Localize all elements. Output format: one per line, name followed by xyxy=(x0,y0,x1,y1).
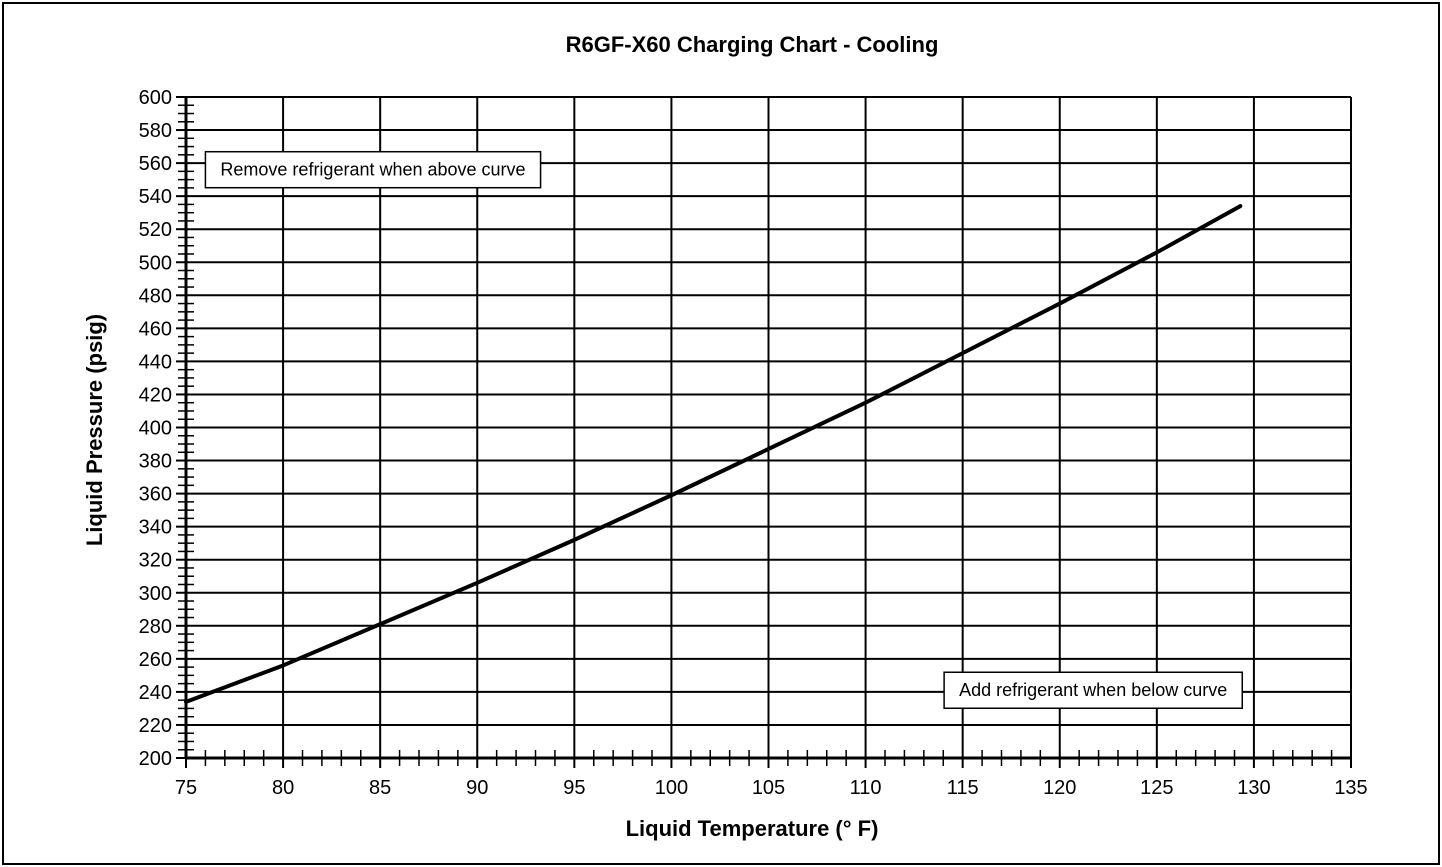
annotation-box: Remove refrigerant when above curve xyxy=(204,150,542,189)
grid xyxy=(185,96,1352,759)
x-tick-label: 80 xyxy=(272,777,294,799)
axes xyxy=(184,97,1351,760)
annotation-text: Add refrigerant when below curve xyxy=(959,680,1227,700)
x-tick-label: 90 xyxy=(466,777,488,799)
y-tick-label: 360 xyxy=(139,484,172,506)
series-line xyxy=(184,204,1243,704)
y-tick-label: 280 xyxy=(139,616,172,638)
y-tick-label: 580 xyxy=(139,120,172,142)
y-tick-label: 220 xyxy=(139,715,172,737)
series xyxy=(184,204,1243,704)
y-tick-label: 600 xyxy=(139,87,172,109)
annotation-text: Remove refrigerant when above curve xyxy=(220,160,525,180)
annotation-border xyxy=(943,671,1244,709)
y-tick-label: 420 xyxy=(139,384,172,406)
tick-labels: 75 80 85 90 95 100 105 110 115 120 125 130 135 200 220… xyxy=(139,87,1368,799)
y-tick-label: 200 xyxy=(139,748,172,770)
y-axis-title: Liquid Pressure (psig) xyxy=(82,314,107,546)
y-tick-label: 480 xyxy=(139,285,172,307)
x-tick-label: 100 xyxy=(655,777,688,799)
x-tick-label: 135 xyxy=(1334,777,1367,799)
annotations: Remove refrigerant when above curve Add r… xyxy=(204,150,1244,709)
y-tick-label: 440 xyxy=(139,351,172,373)
y-tick-label: 260 xyxy=(139,649,172,671)
x-tick-label: 95 xyxy=(563,777,585,799)
y-tick-label: 320 xyxy=(139,550,172,572)
y-tick-label: 380 xyxy=(139,451,172,473)
y-tick-label: 240 xyxy=(139,682,172,704)
minor-ticks xyxy=(176,96,1352,768)
y-tick-label: 500 xyxy=(139,252,172,274)
annotation-border xyxy=(204,150,542,189)
y-tick-label: 520 xyxy=(139,219,172,241)
annotation-box: Add refrigerant when below curve xyxy=(943,671,1244,709)
x-tick-label: 110 xyxy=(850,777,882,799)
chart-title: R6GF-X60 Charging Chart - Cooling xyxy=(566,32,939,57)
y-tick-label: 560 xyxy=(139,153,172,175)
x-tick-label: 115 xyxy=(947,777,979,799)
y-tick-label: 300 xyxy=(139,583,172,605)
x-tick-label: 125 xyxy=(1140,777,1173,799)
x-tick-label: 105 xyxy=(752,777,785,799)
y-tick-label: 400 xyxy=(139,418,172,440)
y-tick-label: 460 xyxy=(139,318,172,340)
y-tick-label: 540 xyxy=(139,186,172,208)
x-axis-title: Liquid Temperature (° F) xyxy=(626,816,879,841)
y-tick-label: 340 xyxy=(139,517,172,539)
x-tick-label: 120 xyxy=(1043,777,1076,799)
x-tick-label: 75 xyxy=(175,777,197,799)
x-tick-label: 85 xyxy=(369,777,391,799)
x-tick-label: 130 xyxy=(1237,777,1270,799)
